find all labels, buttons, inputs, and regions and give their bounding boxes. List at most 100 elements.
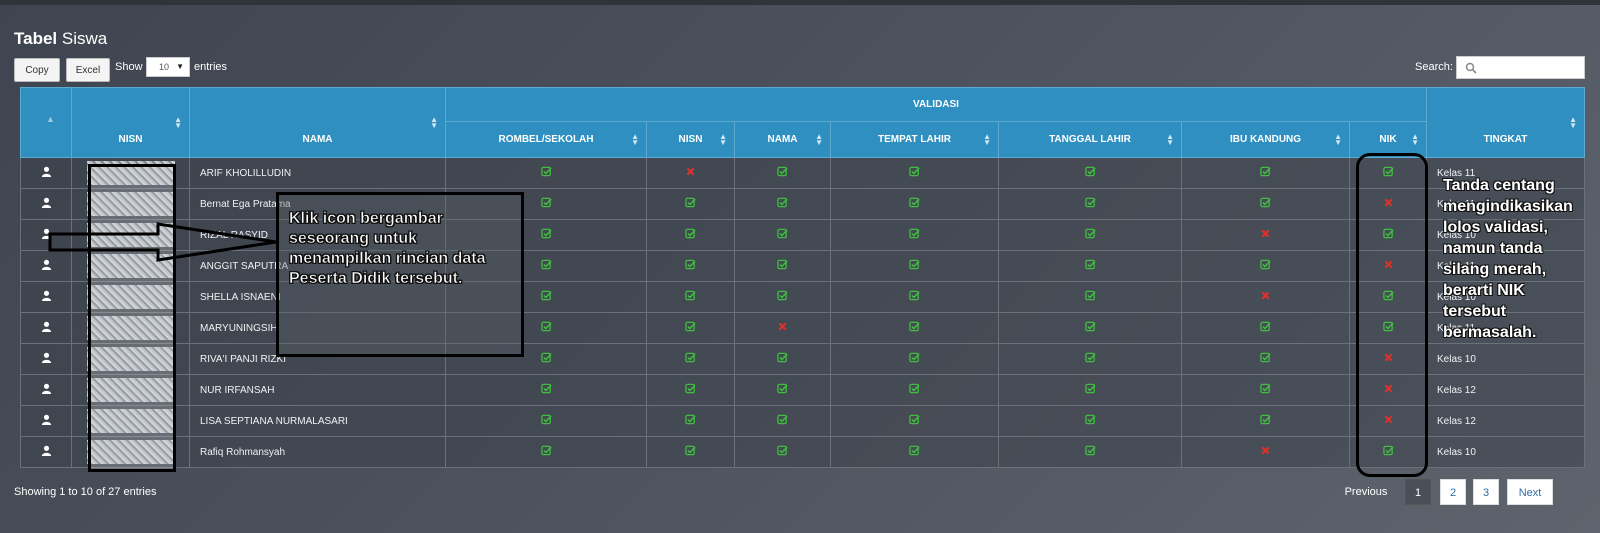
name-cell: MARYUNINGSIH [189, 312, 446, 344]
validation-cell [646, 343, 735, 375]
col-tempat-header[interactable]: TEMPAT LAHIR ▲ ▼ [830, 121, 999, 158]
validation-cell [734, 405, 831, 437]
nisn-redacted [86, 191, 175, 216]
user-icon [40, 259, 52, 271]
nisn-cell [71, 219, 190, 251]
check-square-icon [1084, 259, 1096, 273]
nisn-redacted [86, 253, 175, 278]
validation-cell [998, 219, 1182, 251]
next-button[interactable]: Next [1507, 479, 1553, 505]
validation-cell [445, 281, 647, 313]
check-square-icon [540, 321, 552, 335]
name-cell: RIVA'I PANJI RIZKI [189, 343, 446, 375]
col-tempat-label: TEMPAT LAHIR [878, 134, 951, 145]
check-square-icon [1260, 321, 1271, 335]
search-input[interactable] [1456, 56, 1585, 79]
detail-button[interactable] [20, 374, 72, 406]
sort-icon: ▲ ▼ [1334, 131, 1342, 147]
check-square-icon [685, 197, 696, 211]
check-square-icon [777, 197, 788, 211]
page-size-select[interactable]: 10 ▼ [146, 57, 190, 77]
previous-button[interactable]: Previous [1344, 486, 1388, 498]
check-square-icon [540, 445, 552, 459]
validation-cell [734, 312, 831, 344]
top-border [0, 0, 1600, 5]
detail-button[interactable] [20, 250, 72, 282]
nisn-redacted [86, 346, 175, 371]
validation-cell [830, 157, 999, 189]
check-square-icon [1260, 197, 1271, 211]
validation-cell [646, 374, 735, 406]
page-button-3[interactable]: 3 [1473, 479, 1499, 505]
detail-button[interactable] [20, 312, 72, 344]
check-square-icon [685, 290, 696, 304]
col-action-header[interactable]: ▲ [20, 87, 72, 158]
sort-icon: ▲ ▼ [1569, 114, 1578, 130]
col-vnisn-label: NISN [678, 134, 703, 145]
check-square-icon [777, 445, 788, 459]
col-tanggal-label: TANGGAL LAHIR [1049, 134, 1131, 145]
validation-cell [1348, 250, 1428, 282]
validation-cell [1181, 405, 1350, 437]
check-square-icon [540, 166, 552, 180]
check-square-icon [777, 228, 788, 242]
detail-button[interactable] [20, 405, 72, 437]
check-square-icon [1382, 228, 1394, 242]
col-rombel-header[interactable]: ROMBEL/SEKOLAH ▲ ▼ [445, 121, 647, 158]
tingkat-cell: Kelas 10 [1426, 219, 1586, 251]
table-row: Rafiq Rohmansyah Kelas 10 [20, 436, 1586, 468]
search-label: Search: [1415, 61, 1453, 73]
student-table: ▲ NISN ▲ ▼ NAMA ▲ ▼ VALIDASI TINGKAT ▲ ▼ ROMBE… [20, 87, 1586, 468]
detail-button[interactable] [20, 343, 72, 375]
copy-button[interactable]: Copy [14, 58, 60, 82]
page-button-1[interactable]: 1 [1405, 479, 1431, 505]
validation-cell [734, 374, 831, 406]
validation-cell [1181, 343, 1350, 375]
check-square-icon [909, 228, 920, 242]
validation-cell [830, 188, 999, 220]
col-tingkat-header[interactable]: TINGKAT ▲ ▼ [1426, 87, 1586, 158]
validation-cell [445, 250, 647, 282]
detail-button[interactable] [20, 281, 72, 313]
col-nik-header[interactable]: NIK ▲ ▼ [1348, 121, 1428, 158]
validation-cell [734, 281, 831, 313]
check-square-icon [909, 445, 920, 459]
col-ibu-header[interactable]: IBU KANDUNG ▲ ▼ [1181, 121, 1350, 158]
check-square-icon [1084, 228, 1096, 242]
x-icon [1384, 198, 1393, 210]
table-row: LISA SEPTIANA NURMALASARI Kelas 12 [20, 405, 1586, 437]
user-icon [40, 414, 52, 426]
nisn-redacted [86, 377, 175, 402]
name-cell: LISA SEPTIANA NURMALASARI [189, 405, 446, 437]
detail-button[interactable] [20, 436, 72, 468]
excel-button[interactable]: Excel [66, 58, 110, 82]
callout-detail-hint: Klik icon bergambar seseorang untuk mena… [276, 192, 524, 357]
tingkat-cell: Kelas 10 [1426, 436, 1586, 468]
col-nisn-header[interactable]: NISN ▲ ▼ [71, 87, 190, 158]
col-nama-header[interactable]: NAMA ▲ ▼ [189, 87, 446, 158]
x-icon [778, 322, 787, 334]
validation-cell [1181, 281, 1350, 313]
check-square-icon [540, 228, 552, 242]
validation-cell [830, 405, 999, 437]
detail-button[interactable] [20, 157, 72, 189]
nik-highlight-box [1356, 153, 1428, 477]
check-square-icon [685, 445, 696, 459]
check-square-icon [540, 259, 552, 273]
detail-button[interactable] [20, 188, 72, 220]
validation-cell [998, 281, 1182, 313]
x-icon [686, 167, 695, 179]
validation-cell [830, 219, 999, 251]
page-button-2[interactable]: 2 [1440, 479, 1466, 505]
col-vnisn-header[interactable]: NISN ▲ ▼ [646, 121, 735, 158]
validation-cell [445, 312, 647, 344]
validation-cell [1348, 436, 1428, 468]
col-tanggal-header[interactable]: TANGGAL LAHIR ▲ ▼ [998, 121, 1182, 158]
tingkat-cell: Kelas 11 [1426, 188, 1586, 220]
validation-cell [646, 219, 735, 251]
validation-cell [445, 219, 647, 251]
x-icon [1384, 260, 1393, 272]
table-row: RIVA'I PANJI RIZKI Kelas 10 [20, 343, 1586, 375]
col-vnama-header[interactable]: NAMA ▲ ▼ [734, 121, 831, 158]
sort-icon: ▲ ▼ [631, 131, 639, 147]
